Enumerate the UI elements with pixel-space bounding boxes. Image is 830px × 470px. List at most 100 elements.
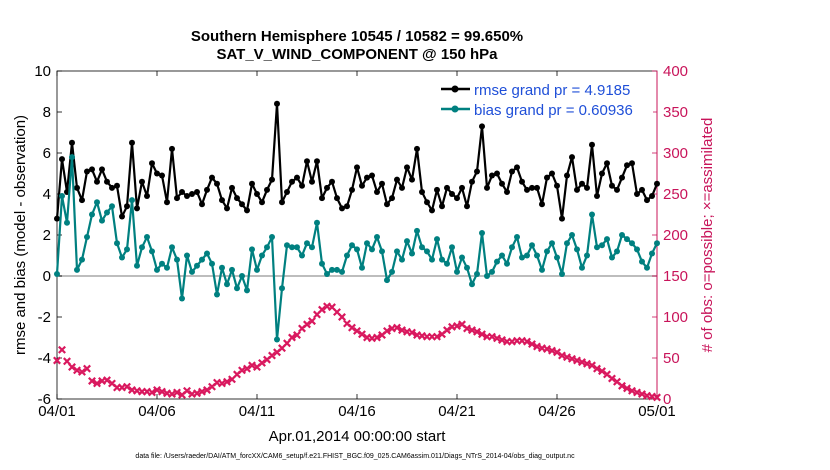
bias-point <box>539 266 545 273</box>
bias-point <box>384 277 390 284</box>
bias-point <box>644 264 650 271</box>
bias-series <box>54 154 660 343</box>
rmse-point <box>184 193 190 200</box>
bias-point <box>289 244 295 251</box>
bias-point <box>444 260 450 267</box>
rmse-point <box>464 203 470 210</box>
footer-data-file: data file: /Users/raeder/DAI/ATM_forcXX/… <box>135 453 575 460</box>
rmse-point <box>239 201 245 208</box>
rmse-point <box>369 172 375 179</box>
rmse-point <box>264 186 270 193</box>
rmse-point <box>519 178 525 185</box>
rmse-point <box>144 193 150 200</box>
bias-point <box>489 268 495 275</box>
bias-point <box>454 268 460 275</box>
obs-point <box>58 345 66 354</box>
rmse-point <box>74 184 80 191</box>
bias-point <box>189 268 195 275</box>
rmse-point <box>204 186 210 193</box>
y-tick-label: 6 <box>43 145 51 162</box>
x-tick-label: 04/16 <box>338 403 376 420</box>
bias-point <box>514 234 520 241</box>
bias-point <box>179 295 185 302</box>
rmse-point <box>169 145 175 152</box>
obs-point <box>338 313 346 321</box>
rmse-point <box>89 166 95 173</box>
bias-point <box>389 268 395 275</box>
rmse-point <box>249 180 255 187</box>
chart-title-line2: SAT_V_WIND_COMPONENT @ 150 hPa <box>216 46 498 63</box>
obs-point <box>573 356 581 365</box>
bias-point <box>249 246 255 253</box>
rmse-point <box>579 180 585 187</box>
bias-point <box>424 248 430 255</box>
rmse-point <box>394 176 400 183</box>
obs-point <box>258 358 266 367</box>
bias-point <box>594 244 600 251</box>
rmse-point <box>344 203 350 210</box>
rmse-point <box>514 164 520 171</box>
rmse-point <box>114 182 120 189</box>
obs-point <box>563 353 571 362</box>
bias-point <box>309 244 315 251</box>
bias-point <box>224 281 230 288</box>
bias-point <box>649 250 655 257</box>
rmse-point <box>304 158 310 165</box>
obs-point <box>498 335 506 344</box>
bias-point <box>349 242 355 249</box>
rmse-point <box>259 199 265 206</box>
rmse-point <box>164 199 170 206</box>
rmse-point <box>534 184 540 191</box>
rmse-point <box>289 178 295 185</box>
rmse-point <box>229 184 235 191</box>
rmse-point <box>244 207 250 214</box>
x-tick-label: 04/21 <box>438 403 476 420</box>
y-tick-label: -4 <box>38 350 51 367</box>
rmse-point <box>84 168 90 175</box>
obs-point <box>588 361 596 370</box>
rmse-point <box>224 205 230 212</box>
rmse-point <box>494 170 500 177</box>
rmse-point <box>59 156 65 163</box>
bias-point <box>214 291 220 298</box>
rmse-point <box>179 188 185 195</box>
y-axis-label-right: # of obs: o=possible; ×=assimilated <box>699 118 716 353</box>
obs-point <box>63 357 71 366</box>
rmse-point <box>529 184 535 191</box>
rmse-point <box>574 186 580 193</box>
obs-point <box>593 364 601 373</box>
obs-point <box>173 388 181 397</box>
bias-point <box>129 197 135 204</box>
y-tick-label: 8 <box>43 104 51 121</box>
obs-point <box>578 358 586 367</box>
obs-point <box>568 354 576 363</box>
y-axis-left: -6 -4 -2 0 2 4 6 8 10 <box>34 63 62 408</box>
obs-point <box>398 326 406 335</box>
rmse-point <box>334 195 340 202</box>
bias-point <box>549 240 555 247</box>
bias-point <box>429 256 435 263</box>
rmse-point <box>149 160 155 167</box>
rmse-point <box>109 184 115 191</box>
bias-point <box>359 264 365 271</box>
bias-point <box>614 248 620 255</box>
rmse-point <box>269 176 275 183</box>
obs-point <box>353 326 361 335</box>
rmse-point <box>399 184 405 191</box>
obs-point <box>283 339 291 348</box>
y-right-tick-label: 250 <box>663 186 688 203</box>
plot-area <box>56 70 658 400</box>
obs-point <box>653 393 661 402</box>
obs-point <box>123 382 131 391</box>
bias-point <box>589 211 595 218</box>
rmse-point <box>449 191 455 197</box>
rmse-point <box>349 186 355 193</box>
y-right-tick-label: 150 <box>663 268 688 285</box>
bias-point <box>624 236 630 243</box>
bias-point <box>604 236 610 243</box>
bias-point <box>479 229 485 236</box>
rmse-point <box>279 199 285 206</box>
bias-point <box>109 203 115 210</box>
obs-point <box>583 359 591 368</box>
bias-point <box>254 266 260 273</box>
